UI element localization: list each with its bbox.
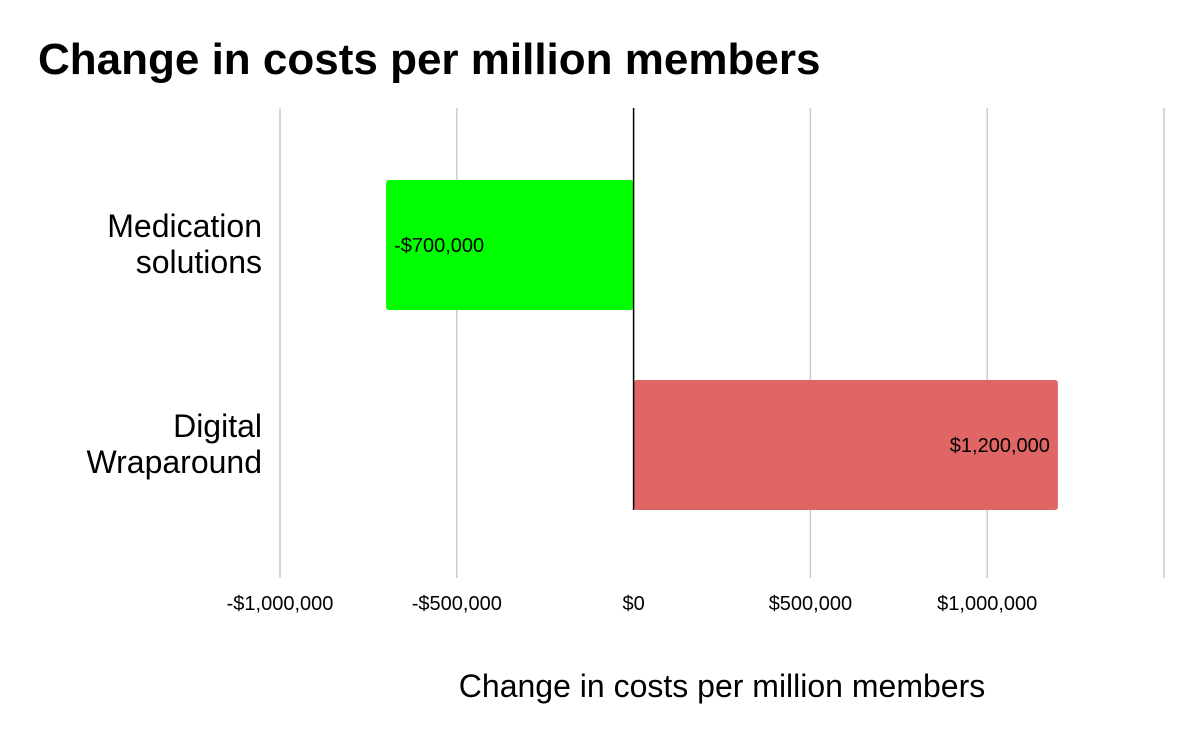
- x-axis-title: Change in costs per million members: [458, 668, 986, 704]
- x-tick-label: $500,000: [769, 593, 852, 615]
- bars: [386, 180, 1058, 510]
- x-tick-label: $1,000,000: [937, 593, 1037, 615]
- x-tick-label: -$500,000: [412, 593, 502, 615]
- category-label-line: Digital: [173, 408, 262, 444]
- data-label: $1,200,000: [950, 435, 1050, 457]
- bar: [386, 180, 634, 310]
- chart-title: Change in costs per million members: [38, 35, 821, 84]
- data-label: -$700,000: [394, 235, 484, 257]
- data-labels: -$700,000 $1,200,000: [394, 235, 1050, 457]
- category-label-medication-solutions: Medication solutions: [40, 208, 262, 280]
- x-tick-labels: -$1,000,000 -$500,000 $0 $500,000 $1,000,000: [227, 593, 1038, 615]
- x-tick-label: -$1,000,000: [227, 593, 334, 615]
- x-tick-label: $0: [622, 593, 644, 615]
- bar: [633, 380, 1058, 510]
- category-label-line: solutions: [135, 244, 262, 280]
- category-label-line: Wraparound: [86, 444, 262, 480]
- category-label-digital-wraparound: Digital Wraparound: [40, 408, 262, 480]
- category-label-line: Medication: [107, 208, 262, 244]
